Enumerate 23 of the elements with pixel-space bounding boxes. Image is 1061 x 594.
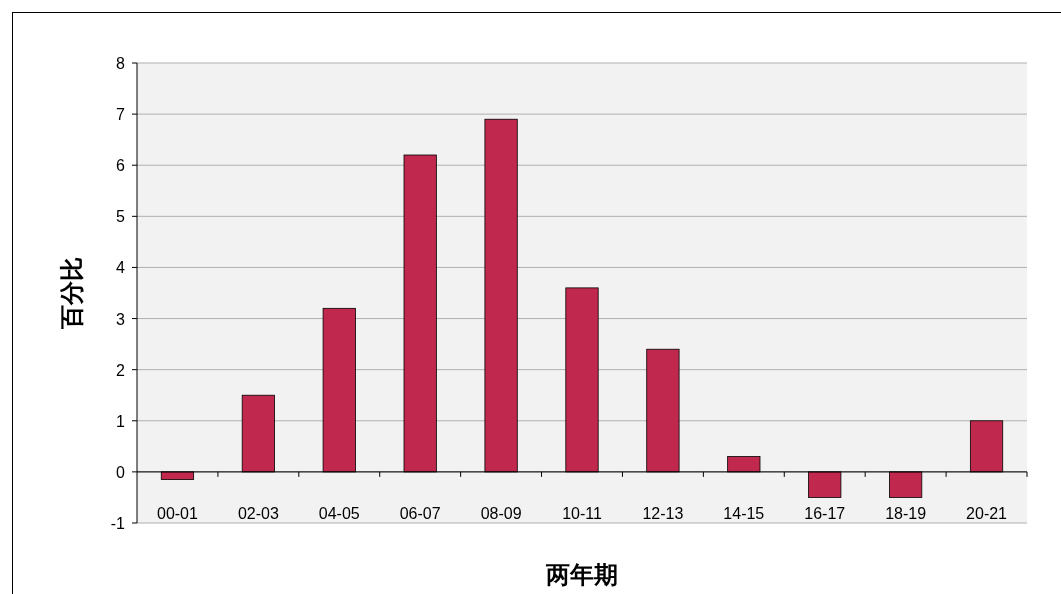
y-tick-label: 2: [116, 361, 126, 379]
x-axis-title: 两年期: [545, 561, 618, 588]
x-tick-label: 16-17: [804, 505, 846, 522]
y-tick-label: -1: [110, 515, 126, 532]
x-tick-label: 14-15: [723, 505, 765, 522]
x-tick-label: 04-05: [318, 505, 360, 522]
x-tick-label: 20-21: [966, 505, 1008, 522]
x-tick-label: 08-09: [480, 505, 522, 522]
y-tick-label: 0: [116, 463, 126, 481]
y-axis-title: 百分比: [58, 257, 85, 330]
x-tick-label: 12-13: [642, 505, 684, 522]
y-tick-label: 4: [116, 259, 126, 277]
x-tick-label: 10-11: [562, 505, 602, 522]
y-tick-label: 3: [116, 310, 126, 328]
y-tick-label: 1: [116, 412, 126, 430]
x-tick-label: 00-01: [156, 505, 199, 522]
y-tick-label: 7: [116, 106, 126, 124]
x-tick-label: 06-07: [399, 505, 441, 522]
x-tick-label: 02-03: [237, 505, 279, 522]
y-tick-label: 6: [116, 157, 126, 175]
x-tick-label: 18-19: [885, 505, 927, 522]
y-tick-label: 8: [116, 55, 126, 72]
y-tick-label: 5: [116, 208, 126, 226]
